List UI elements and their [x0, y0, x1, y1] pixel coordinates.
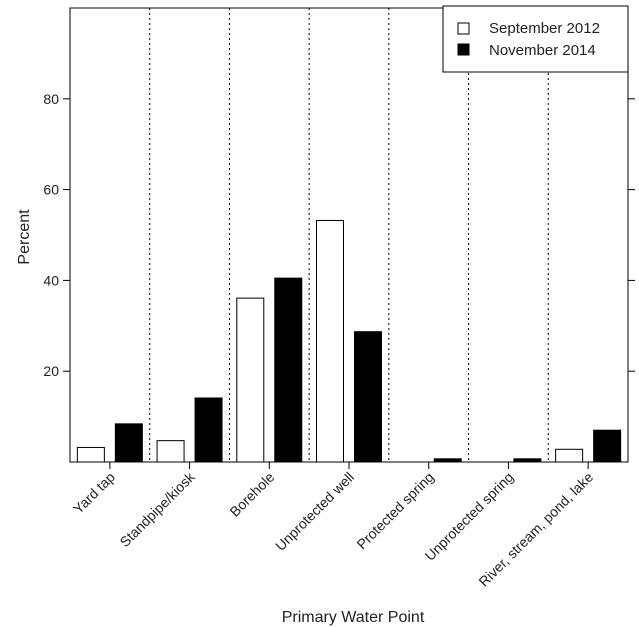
- y-tick-label: 60: [43, 182, 59, 198]
- bar-november-2014: [513, 458, 542, 463]
- legend-swatch-november-2014: [457, 43, 470, 56]
- y-axis-label: Percent: [16, 209, 33, 265]
- x-tick-label: Yard tap: [70, 469, 118, 517]
- bar-september-2012: [555, 448, 584, 463]
- legend-label-november-2014: November 2014: [489, 42, 596, 59]
- y-tick-label: 80: [43, 91, 59, 107]
- bar-november-2014: [433, 458, 462, 463]
- plot-frame: [69, 7, 629, 463]
- bar-september-2012: [316, 219, 344, 463]
- bars: [76, 219, 622, 463]
- y-tick-label: 20: [43, 363, 59, 379]
- x-tick-label: Protected spring: [353, 469, 436, 552]
- bar-november-2014: [354, 331, 382, 463]
- category-separators: [149, 8, 549, 462]
- axes: [69, 7, 629, 463]
- x-tick-label: Standpipe/kiosk: [116, 468, 198, 550]
- bar-september-2012: [76, 446, 105, 463]
- y-axis-ticks: 20 40 60 80: [43, 91, 635, 379]
- legend-box: [442, 5, 629, 73]
- legend-swatch-september-2012: [457, 22, 470, 35]
- x-tick-label: Unprotected well: [272, 469, 357, 554]
- bar-november-2014: [593, 429, 622, 463]
- legend-label-september-2012: September 2012: [489, 20, 600, 37]
- x-tick-label: Borehole: [226, 469, 277, 520]
- bar-september-2012: [236, 297, 265, 463]
- bar-november-2014: [114, 423, 143, 463]
- y-tick-label: 40: [43, 272, 59, 288]
- bar-september-2012: [156, 440, 185, 463]
- bar-november-2014: [194, 397, 223, 463]
- bar-november-2014: [274, 277, 303, 463]
- legend: September 2012 November 2014: [442, 5, 629, 73]
- x-tick-label: Unprotected spring: [422, 469, 517, 564]
- x-axis-label: Primary Water Point: [282, 609, 425, 626]
